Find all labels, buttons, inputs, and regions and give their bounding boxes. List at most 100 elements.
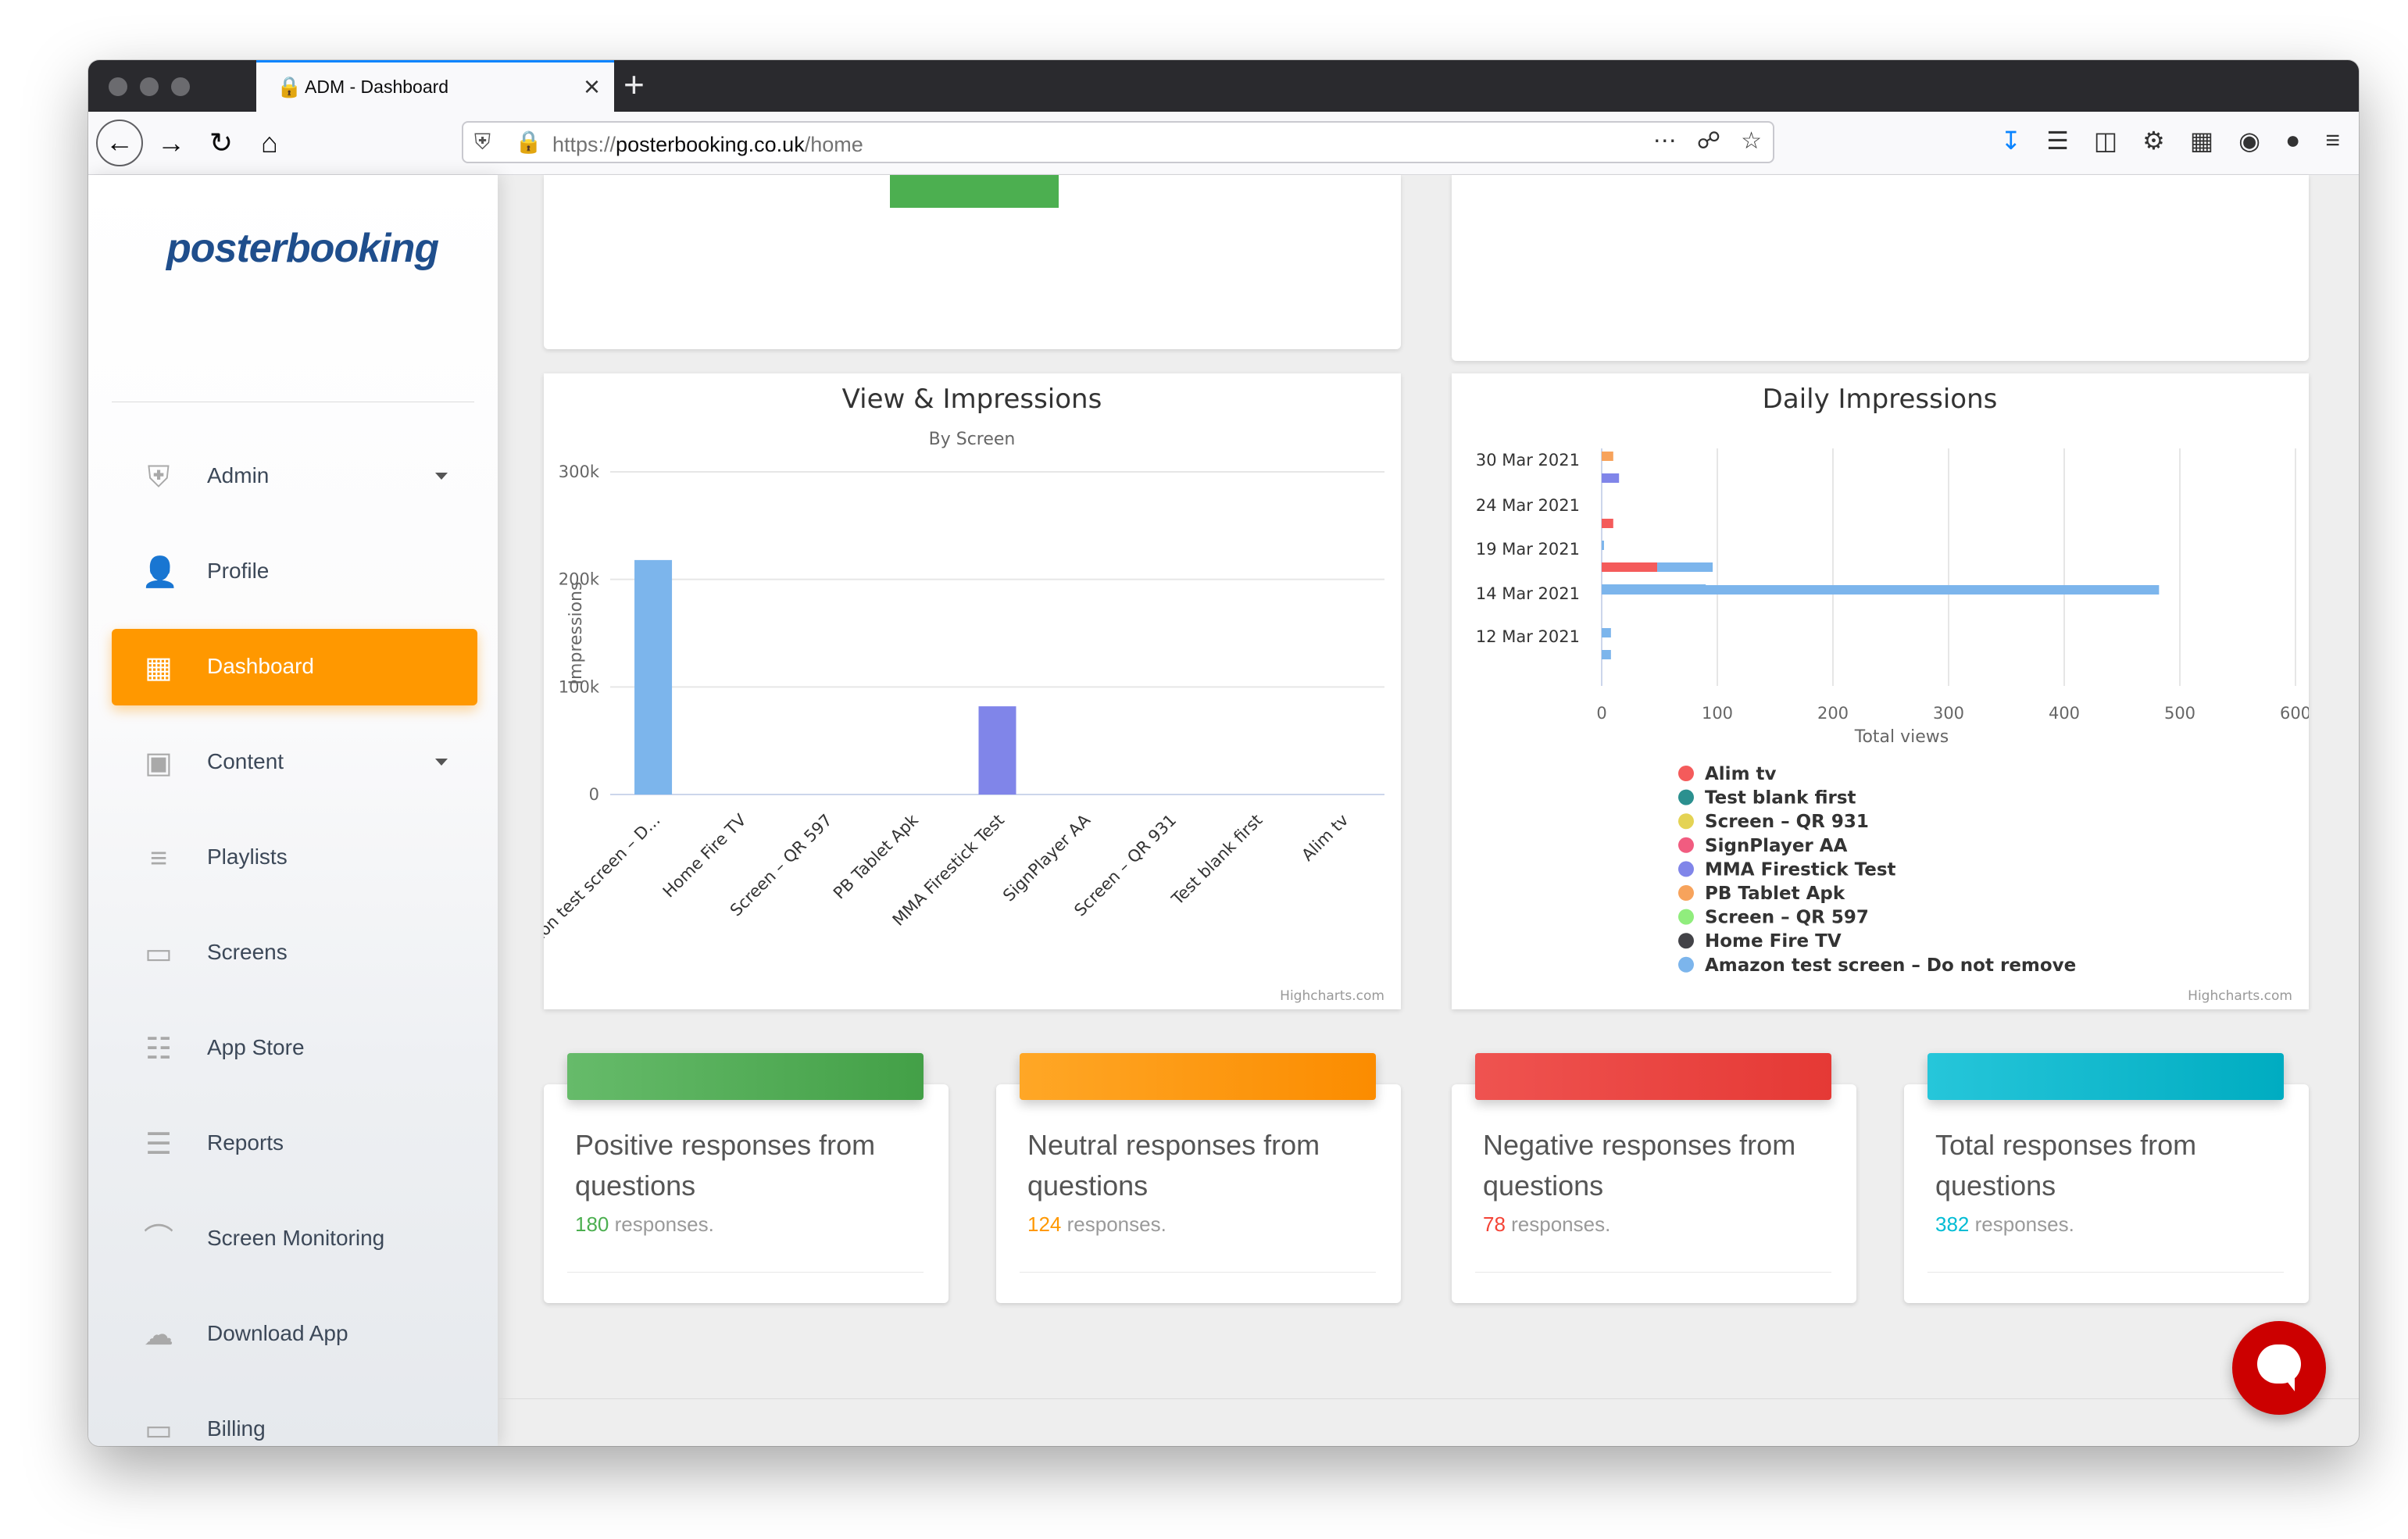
legend-item[interactable]: Screen – QR 597 xyxy=(1705,908,1869,928)
bar-segment[interactable] xyxy=(1602,628,1611,637)
sidebar-item-content[interactable]: ▣ Content xyxy=(112,724,477,801)
bar-segment[interactable] xyxy=(1602,452,1613,461)
stat-title: Total responses from questions xyxy=(1935,1129,2197,1202)
sidebar-item-label: Dashboard xyxy=(207,654,314,678)
top-left-card xyxy=(544,175,1401,349)
caret-down-icon[interactable] xyxy=(435,759,448,766)
url-host: posterbooking.co.uk xyxy=(616,133,805,156)
sidebar-item-screens[interactable]: ▭ Screens xyxy=(112,915,477,991)
y-tick-label: 300k xyxy=(559,462,600,481)
bar-segment[interactable] xyxy=(1602,519,1613,528)
sidebar-item-playlists[interactable]: ≡ Playlists xyxy=(112,819,477,896)
bookmark-star-icon[interactable]: ☆ xyxy=(1741,128,1762,154)
address-bar-actions: ⋯ ☍ ☆ xyxy=(1653,127,1762,155)
pocket-icon[interactable]: ☍ xyxy=(1696,128,1721,154)
sidebar-item-admin[interactable]: ⛨ Admin xyxy=(112,438,477,515)
home-icon[interactable]: ⌂ xyxy=(261,127,278,159)
sidebar-item-dashboard[interactable]: ▦ Dashboard xyxy=(112,629,477,705)
padlock-warning-icon: 🔒 xyxy=(277,75,302,98)
sidebar-item-reports[interactable]: ☰ Reports xyxy=(112,1105,477,1182)
more-actions-icon[interactable]: ⋯ xyxy=(1652,128,1677,154)
maximize-window-icon[interactable] xyxy=(171,77,190,96)
legend-item[interactable]: MMA Firestick Test xyxy=(1705,859,1896,880)
legend-item[interactable]: Home Fire TV xyxy=(1705,931,1842,952)
dashboard-icon: ▦ xyxy=(145,652,173,684)
arrow-left-icon[interactable]: ← xyxy=(96,120,143,166)
legend-item[interactable]: Test blank first xyxy=(1705,788,1856,809)
image-icon: ▣ xyxy=(145,747,173,780)
sidebar-item-billing[interactable]: ▭ Billing xyxy=(112,1391,477,1446)
bar-segment[interactable] xyxy=(1602,585,2160,595)
stat-card: Total responses from questions 382 respon… xyxy=(1904,1053,2309,1303)
sidebar-icon[interactable]: ◫ xyxy=(2093,127,2118,155)
arrow-right-icon[interactable]: → xyxy=(157,127,185,159)
shield-icon[interactable]: ⛨ xyxy=(474,130,491,154)
legend-marker xyxy=(1678,885,1694,901)
close-tab-icon[interactable]: × xyxy=(583,70,600,102)
url-text[interactable]: https://posterbooking.co.uk/home xyxy=(552,133,863,157)
browser-window: 🔒 ADM - Dashboard × + ← → ↻ ⌂ ⛨ 🔒 https:… xyxy=(88,60,2359,1446)
extension-grid-icon[interactable]: ▦ xyxy=(2189,127,2214,155)
bar[interactable] xyxy=(634,559,673,794)
cloud-download-icon: ☁ xyxy=(144,1319,173,1352)
y-tick-label: 14 Mar 2021 xyxy=(1476,584,1580,603)
stat-divider xyxy=(1927,1272,2284,1273)
extension-camera-icon[interactable]: ● xyxy=(2285,126,2301,154)
sidebar-item-label: Playlists xyxy=(207,844,288,869)
footer-divider xyxy=(498,1398,2359,1399)
view-impressions-svg: View & Impressions By Screen Impressions 0 1… xyxy=(502,384,1384,1004)
legend-marker xyxy=(1678,861,1694,877)
legend-item[interactable]: Screen – QR 931 xyxy=(1705,812,1869,832)
sidebar-item-download-app[interactable]: ☁ Download App xyxy=(112,1296,477,1373)
top-right-card xyxy=(1452,175,2309,361)
y-tick-label: 12 Mar 2021 xyxy=(1476,627,1580,646)
close-window-icon[interactable] xyxy=(109,77,127,96)
stat-card-header xyxy=(1927,1053,2284,1100)
browser-tab[interactable]: 🔒 ADM - Dashboard × xyxy=(256,60,614,112)
extension-icon[interactable]: ⚙ xyxy=(2142,127,2165,155)
minimize-window-icon[interactable] xyxy=(140,77,159,96)
legend-item[interactable]: PB Tablet Apk xyxy=(1705,884,1845,904)
chart-credits[interactable]: Highcharts.com xyxy=(1280,988,1384,1004)
sidebar-item-app-store[interactable]: ☷ App Store xyxy=(112,1010,477,1087)
sidebar-item-label: Reports xyxy=(207,1130,284,1155)
stat-responses: 124 responses. xyxy=(1027,1212,1166,1237)
credit-card-icon: ▭ xyxy=(145,1414,173,1446)
y-tick-label: 24 Mar 2021 xyxy=(1476,496,1580,515)
stat-suffix: responses. xyxy=(609,1212,714,1236)
bar[interactable] xyxy=(978,706,1016,794)
bar-segment[interactable] xyxy=(1602,650,1611,659)
x-tick-label: 0 xyxy=(1596,704,1606,723)
bar-segment[interactable] xyxy=(1602,562,1658,572)
bar-segment[interactable] xyxy=(1657,562,1713,572)
new-tab-icon[interactable]: + xyxy=(623,64,645,105)
legend-item[interactable]: Alim tv xyxy=(1705,764,1777,784)
daily-impressions-chart: Daily Impressions 0 100 200 300 400 500 600 Tota… xyxy=(1452,373,2311,1009)
account-icon[interactable]: ◉ xyxy=(2238,127,2260,155)
window-controls xyxy=(109,77,190,96)
caret-down-icon[interactable] xyxy=(435,473,448,480)
bar-segment[interactable] xyxy=(1602,541,1604,550)
sidebar-item-label: Download App xyxy=(207,1321,348,1345)
logo[interactable]: posterbooking xyxy=(166,226,439,271)
x-tick-label: 200 xyxy=(1817,704,1849,723)
reload-icon[interactable]: ↻ xyxy=(209,127,234,159)
bar-segment[interactable] xyxy=(1602,473,1620,483)
legend-item[interactable]: SignPlayer AA xyxy=(1705,836,1848,856)
sidebar-item-profile[interactable]: 👤 Profile xyxy=(112,534,477,610)
library-icon[interactable]: ☰ xyxy=(2046,127,2069,155)
legend-marker xyxy=(1678,956,1694,973)
download-icon[interactable]: ↧ xyxy=(2000,127,2022,155)
sidebar-item-screen-monitoring[interactable]: ⌒ Screen Monitoring xyxy=(112,1201,477,1277)
x-tick-label: Alim tv xyxy=(1298,811,1352,865)
chart-credits[interactable]: Highcharts.com xyxy=(2188,988,2292,1004)
view-impressions-chart: View & Impressions By Screen Impressions 0 1… xyxy=(502,373,1401,1009)
stat-title: Neutral responses from questions xyxy=(1027,1129,1320,1202)
address-bar[interactable]: ⛨ 🔒 https://posterbooking.co.uk/home ⋯ ☍… xyxy=(462,121,1774,163)
chat-button[interactable] xyxy=(2232,1321,2326,1415)
padlock-icon[interactable]: 🔒 xyxy=(515,130,542,154)
hamburger-icon[interactable]: ≡ xyxy=(2325,126,2340,154)
legend-marker xyxy=(1678,813,1694,830)
devices-icon: ▭ xyxy=(145,937,173,970)
legend-item[interactable]: Amazon test screen – Do not remove xyxy=(1705,955,2076,976)
